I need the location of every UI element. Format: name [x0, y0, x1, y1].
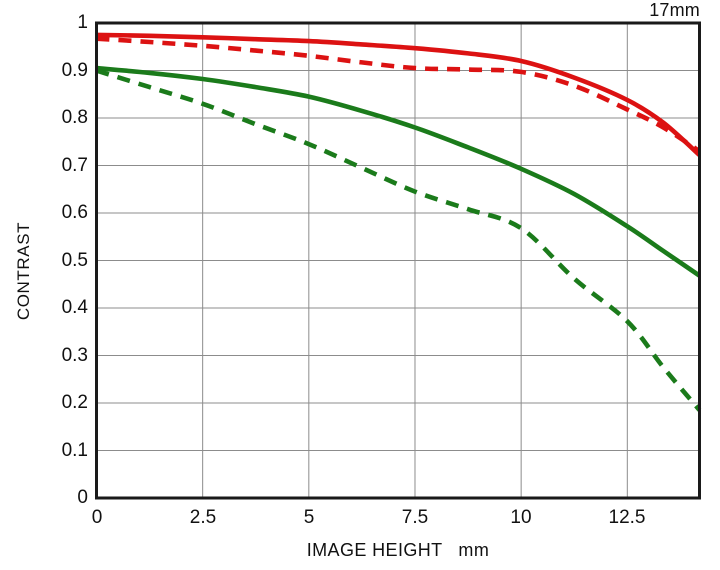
- x-tick-label-2.5: 2.5: [189, 507, 217, 528]
- y-tick-label-0.8: 0.8: [61, 107, 88, 128]
- series-red-dashed: [96, 36, 701, 154]
- y-tick-label-0.9: 0.9: [61, 60, 88, 81]
- x-axis-title: IMAGE HEIGHT mm: [306, 540, 490, 560]
- x-tick-label-5: 5: [303, 507, 315, 528]
- x-tick-label-12.5: 12.5: [608, 507, 646, 528]
- series-green-solid: [96, 65, 701, 278]
- y-tick-label-0: 0: [77, 487, 88, 508]
- y-tick-label-0.2: 0.2: [61, 392, 88, 413]
- x-tick-label-10: 10: [510, 507, 532, 528]
- y-tick-label-0.1: 0.1: [61, 440, 88, 461]
- plot-border: [95, 21, 701, 500]
- y-tick-label-0.7: 0.7: [61, 155, 88, 176]
- y-tick-label-0.6: 0.6: [61, 202, 88, 223]
- y-tick-label-0.5: 0.5: [61, 250, 88, 271]
- x-tick-label-7.5: 7.5: [401, 507, 429, 528]
- series-red-solid: [96, 32, 702, 157]
- y-tick-label-1: 1: [77, 12, 88, 33]
- y-tick-label-0.4: 0.4: [61, 297, 88, 318]
- y-tick-label-0.3: 0.3: [61, 345, 88, 366]
- series-green-dashed: [95, 68, 702, 412]
- x-tick-label-0: 0: [91, 507, 103, 528]
- focal-length-label: 17mm: [649, 0, 700, 20]
